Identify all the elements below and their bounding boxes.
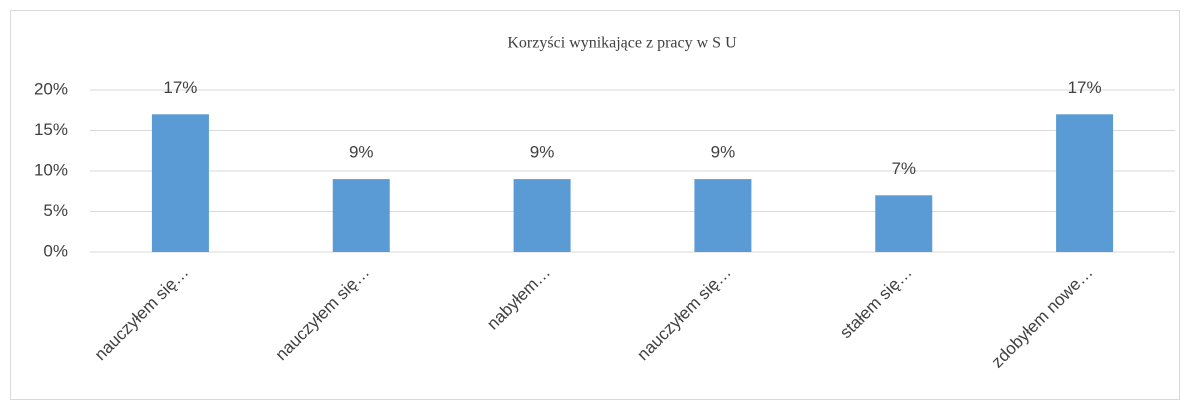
y-tick-label: 20% [34, 79, 68, 98]
bar [151, 114, 209, 252]
y-tick-label: 10% [34, 160, 68, 179]
chart-title: Korzyści wynikające z pracy w S U [507, 35, 737, 52]
y-tick-label: 0% [43, 241, 68, 260]
bar [1056, 114, 1114, 252]
value-label: 7% [891, 159, 916, 178]
y-tick-label: 15% [34, 120, 68, 139]
y-tick-label: 5% [43, 201, 68, 220]
bar [875, 195, 933, 252]
value-label: 17% [163, 78, 197, 97]
value-label: 9% [711, 143, 736, 162]
value-label: 17% [1068, 78, 1102, 97]
value-label: 9% [349, 143, 374, 162]
bar [694, 179, 752, 252]
bar [513, 179, 571, 252]
value-label: 9% [530, 143, 555, 162]
bar [332, 179, 390, 252]
